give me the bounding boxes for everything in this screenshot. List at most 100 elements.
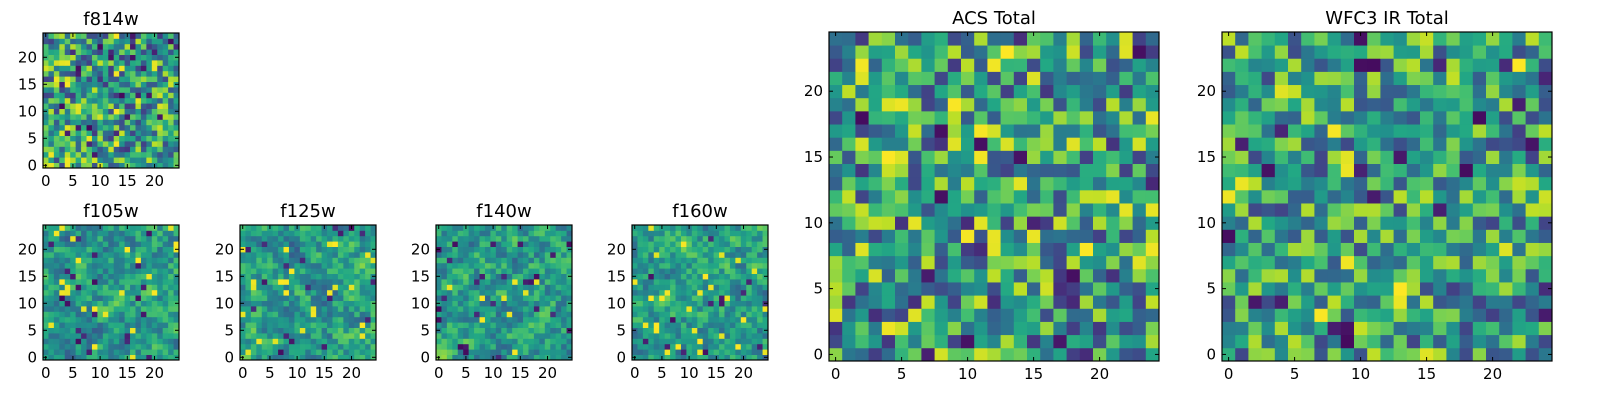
heatmap-cell: [130, 257, 136, 264]
heatmap-cell: [157, 338, 164, 345]
heatmap-cell: [1013, 137, 1028, 151]
heatmap-cell: [691, 349, 698, 355]
heatmap-cell: [108, 87, 115, 93]
heatmap-cell: [124, 268, 131, 274]
heatmap-cell: [1314, 189, 1328, 204]
heatmap-cell: [686, 311, 693, 318]
heatmap-cell: [359, 273, 366, 280]
heatmap-cell: [523, 289, 529, 296]
heatmap-cell: [59, 349, 66, 355]
heatmap-cell: [479, 343, 486, 350]
heatmap-cell: [961, 124, 975, 138]
heatmap-cell: [868, 242, 883, 257]
heatmap-cell: [316, 306, 322, 312]
heatmap-cell: [664, 295, 671, 301]
heatmap-cell: [506, 235, 513, 242]
heatmap-cell: [653, 268, 660, 274]
heatmap-cell: [59, 162, 66, 169]
heatmap-cell: [686, 349, 693, 355]
heatmap-cell: [102, 119, 109, 126]
heatmap-cell: [1106, 229, 1120, 243]
heatmap-cell: [332, 235, 339, 242]
heatmap-cell: [48, 65, 55, 72]
heatmap-cell: [653, 333, 660, 339]
heatmap-cell: [162, 295, 169, 301]
heatmap-cell: [173, 114, 180, 120]
heatmap-cell: [321, 246, 328, 253]
heatmap-cell: [1013, 84, 1028, 99]
heatmap-cell: [272, 306, 279, 312]
heatmap-cell: [746, 349, 753, 355]
heatmap-cell: [987, 268, 1001, 283]
heatmap-cell: [370, 322, 377, 328]
heatmap-cell: [1406, 150, 1421, 164]
heatmap-cell: [135, 135, 142, 142]
heatmap-cell: [1106, 32, 1120, 46]
heatmap-cell: [517, 316, 524, 323]
heatmap-cell: [119, 124, 125, 131]
heatmap-cell: [1327, 282, 1342, 296]
heatmap-cell: [124, 284, 131, 291]
heatmap-cell: [495, 295, 502, 301]
heatmap-cell: [484, 257, 491, 264]
x-tick-label: 5: [461, 364, 471, 382]
heatmap-cell: [97, 252, 104, 258]
heatmap-cell: [64, 322, 71, 328]
heatmap-cell: [272, 338, 279, 345]
heatmap-cell: [512, 225, 518, 231]
heatmap-cell: [735, 262, 742, 269]
heatmap-cell: [97, 119, 104, 126]
heatmap-cell: [278, 338, 284, 345]
heatmap-cell: [495, 235, 502, 242]
heatmap-cell: [495, 284, 502, 291]
heatmap-cell: [539, 257, 546, 264]
heatmap-cell: [1340, 189, 1355, 204]
heatmap-cell: [680, 279, 687, 285]
heatmap-cell: [124, 54, 131, 61]
heatmap-cell: [1079, 84, 1094, 99]
heatmap-cell: [947, 216, 962, 230]
heatmap-cell: [868, 203, 883, 217]
heatmap-cell: [544, 273, 551, 280]
heatmap-cell: [446, 262, 453, 269]
heatmap-cell: [59, 60, 66, 66]
heatmap-cell: [974, 97, 988, 112]
heatmap-cell: [316, 241, 322, 247]
heatmap-cell: [245, 279, 252, 285]
heatmap-cell: [697, 252, 704, 258]
heatmap-cell: [637, 257, 644, 264]
heatmap-cell: [119, 322, 125, 328]
heatmap-cell: [1459, 295, 1474, 309]
heatmap-cell: [632, 322, 638, 328]
heatmap-cell: [146, 316, 153, 323]
heatmap-cell: [272, 279, 279, 285]
heatmap-cell: [632, 349, 638, 355]
heatmap-cell: [48, 354, 55, 361]
heatmap-cell: [539, 241, 546, 247]
heatmap-cell: [463, 343, 470, 350]
heatmap-cell: [729, 289, 736, 296]
heatmap-cell: [245, 300, 252, 307]
heatmap-cell: [124, 130, 131, 136]
heatmap-cell: [637, 262, 644, 269]
heatmap-cell: [75, 124, 82, 131]
heatmap-cell: [102, 162, 109, 169]
heatmap-cell: [829, 124, 843, 138]
heatmap-cell: [359, 295, 366, 301]
heatmap-cell: [102, 322, 109, 328]
heatmap-cell: [130, 225, 136, 231]
heatmap-cell: [250, 225, 257, 231]
heatmap-cell: [113, 246, 120, 253]
heatmap-cell: [757, 284, 763, 291]
heatmap-cell: [528, 246, 535, 253]
heatmap-cell: [1380, 71, 1394, 86]
heatmap-cell: [305, 273, 312, 280]
heatmap-cell: [452, 316, 459, 323]
heatmap-cell: [86, 295, 93, 301]
heatmap-cell: [261, 279, 268, 285]
heatmap-cell: [272, 300, 279, 307]
heatmap-cell: [729, 235, 736, 242]
heatmap-cell: [1446, 216, 1460, 230]
heatmap-cell: [1406, 216, 1421, 230]
heatmap-cell: [310, 311, 317, 318]
